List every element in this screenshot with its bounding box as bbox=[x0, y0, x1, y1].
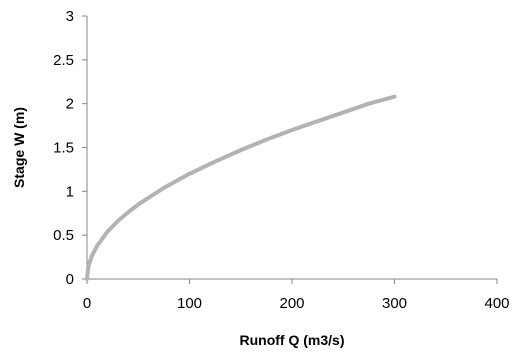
y-tick-label: 1 bbox=[66, 183, 74, 200]
x-tick-label: 100 bbox=[177, 295, 202, 312]
y-axis-title: Stage W (m) bbox=[11, 107, 27, 188]
x-tick-label: 200 bbox=[279, 295, 304, 312]
x-tick-label: 300 bbox=[382, 295, 407, 312]
y-tick-label: 2 bbox=[66, 96, 74, 113]
x-axis-title: Runoff Q (m3/s) bbox=[240, 332, 345, 348]
series-line-0 bbox=[85, 94, 397, 281]
axes bbox=[86, 16, 497, 280]
y-tick-label: 3 bbox=[66, 8, 74, 25]
y-tick-label: 0 bbox=[66, 271, 74, 288]
y-tick-label: 2.5 bbox=[53, 52, 74, 69]
x-tick-label: 0 bbox=[83, 295, 91, 312]
y-tick-label: 0.5 bbox=[53, 227, 74, 244]
series bbox=[85, 94, 397, 281]
ticks: 0 100 200 300 400 0 0.5 1 1.5 2 2.5 3 bbox=[53, 8, 509, 312]
y-tick-label: 1.5 bbox=[53, 140, 74, 157]
x-tick-label: 400 bbox=[484, 295, 509, 312]
